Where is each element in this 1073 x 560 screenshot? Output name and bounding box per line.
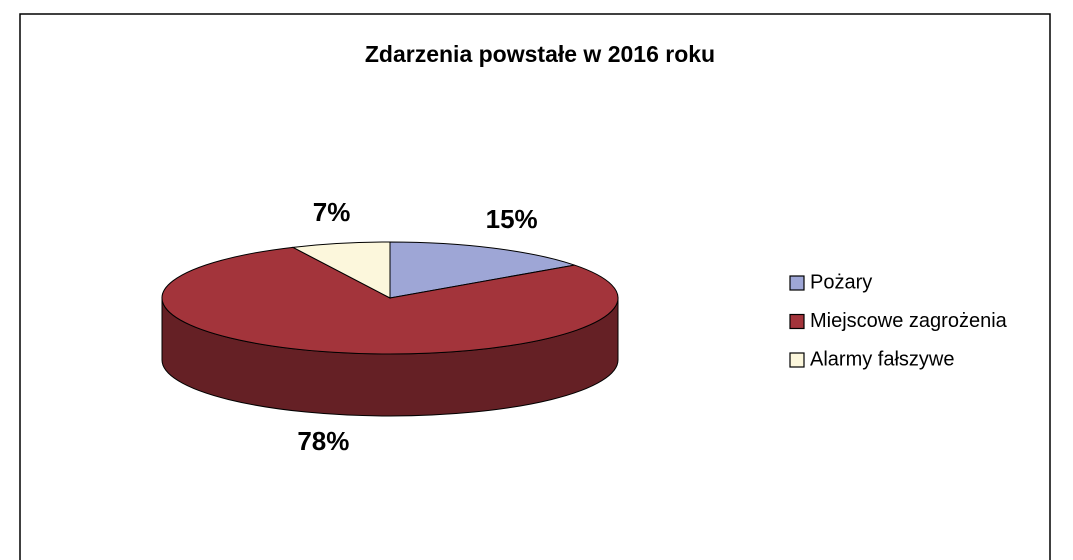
data-label: 78% (297, 426, 349, 456)
legend-swatch (789, 352, 805, 368)
pie-slice (291, 241, 391, 299)
legend-label: Pożary (810, 271, 872, 293)
data-label: 15% (486, 204, 538, 234)
pie-slice (161, 246, 619, 355)
data-label: 7% (313, 197, 351, 227)
legend-swatch (789, 275, 805, 291)
legend-label: Alarmy fałszywe (810, 348, 954, 370)
chart-title: Zdarzenia powstałe w 2016 roku (365, 41, 715, 67)
legend-label: Miejscowe zagrożenia (810, 310, 1008, 332)
pie-slice (389, 241, 575, 299)
legend-swatch (789, 313, 805, 330)
